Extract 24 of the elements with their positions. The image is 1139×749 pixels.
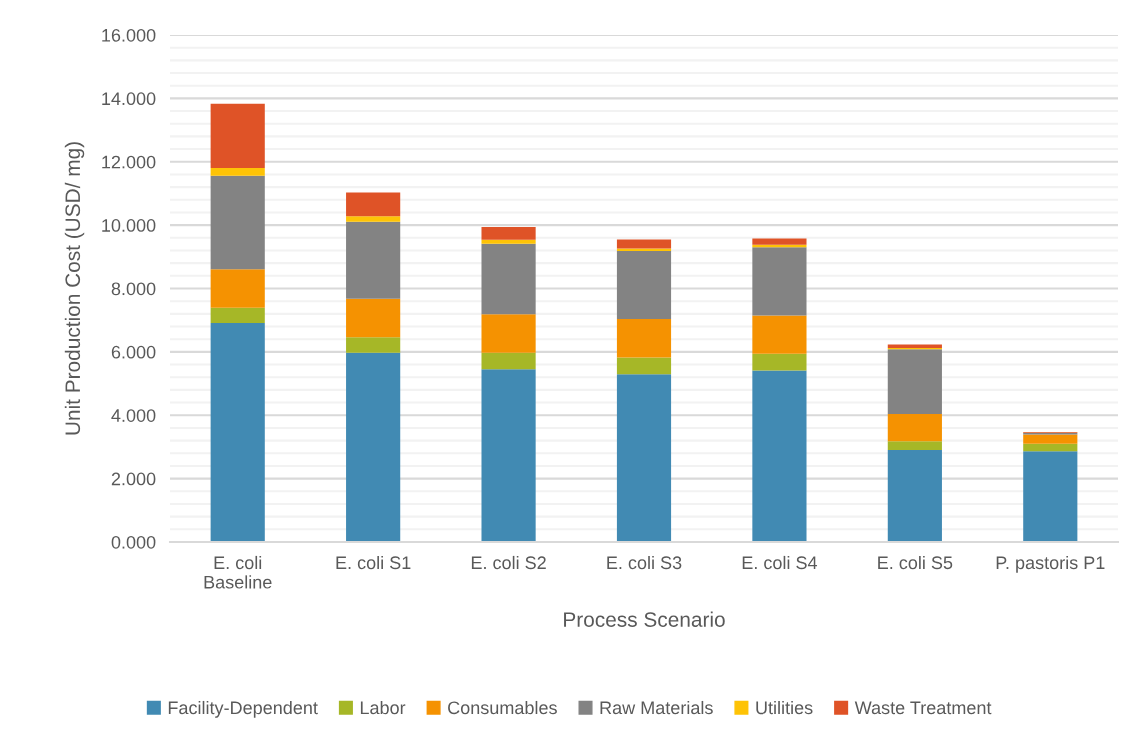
legend-label: Waste Treatment bbox=[854, 701, 992, 715]
legend-label: Raw Materials bbox=[600, 700, 713, 715]
x-tick-label: E. coli S4 bbox=[742, 555, 818, 570]
y-tick-label: 4.000 bbox=[111, 409, 156, 422]
y-tick-label: 0.000 bbox=[111, 535, 156, 549]
y-tick-label: 10.000 bbox=[102, 219, 156, 232]
legend-label: Utilities bbox=[756, 700, 813, 715]
y-tick-label: 14.000 bbox=[102, 92, 156, 106]
x-tick-label: E. coli S1 bbox=[336, 555, 411, 570]
y-axis-title: Unit Production Cost (USD/ mg) bbox=[64, 142, 85, 435]
x-tick-label: E. coli S2 bbox=[471, 555, 546, 570]
x-tick-label: E. coli S3 bbox=[607, 555, 682, 570]
legend-label: Consumables bbox=[448, 700, 557, 715]
x-tick-label: E. coli Baseline bbox=[204, 555, 272, 589]
x-axis-title: Process Scenario bbox=[564, 611, 725, 627]
y-tick-label: 12.000 bbox=[102, 155, 156, 169]
legend-label: Facility-Dependent bbox=[168, 700, 318, 718]
y-tick-label: 2.000 bbox=[111, 472, 156, 486]
y-tick-label: 6.000 bbox=[111, 345, 156, 359]
y-tick-label: 8.000 bbox=[111, 282, 156, 296]
x-tick-label: E. coli S5 bbox=[878, 555, 953, 570]
x-tick-label: P. pastoris P1 bbox=[996, 555, 1105, 573]
y-tick-label: 16.000 bbox=[102, 28, 156, 42]
legend-label: Labor bbox=[360, 700, 406, 715]
